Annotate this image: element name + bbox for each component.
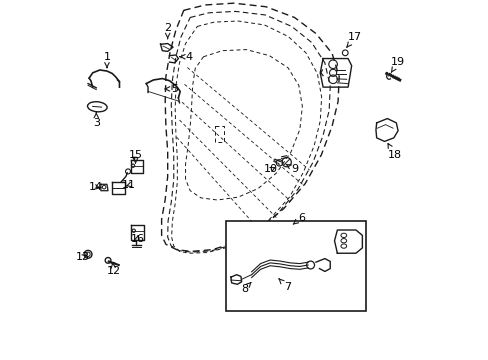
Text: 4: 4 (180, 52, 192, 62)
Bar (225, 221, 365, 311)
Text: 11: 11 (121, 180, 135, 190)
Text: 8: 8 (241, 283, 250, 294)
Text: 18: 18 (386, 144, 401, 160)
Text: 13: 13 (76, 252, 90, 262)
Text: 19: 19 (390, 57, 405, 72)
Text: 2: 2 (164, 23, 171, 39)
Text: 12: 12 (107, 263, 121, 276)
Text: 14: 14 (89, 182, 103, 192)
Text: 1: 1 (103, 52, 110, 67)
Text: 16: 16 (130, 234, 144, 244)
Text: 5: 5 (165, 84, 178, 94)
Text: 3: 3 (93, 112, 100, 128)
Text: 6: 6 (292, 212, 305, 224)
Text: 7: 7 (278, 279, 290, 292)
Text: 9: 9 (285, 164, 298, 174)
Text: 10: 10 (264, 164, 278, 174)
Text: 17: 17 (346, 32, 362, 47)
Text: 15: 15 (128, 150, 142, 163)
